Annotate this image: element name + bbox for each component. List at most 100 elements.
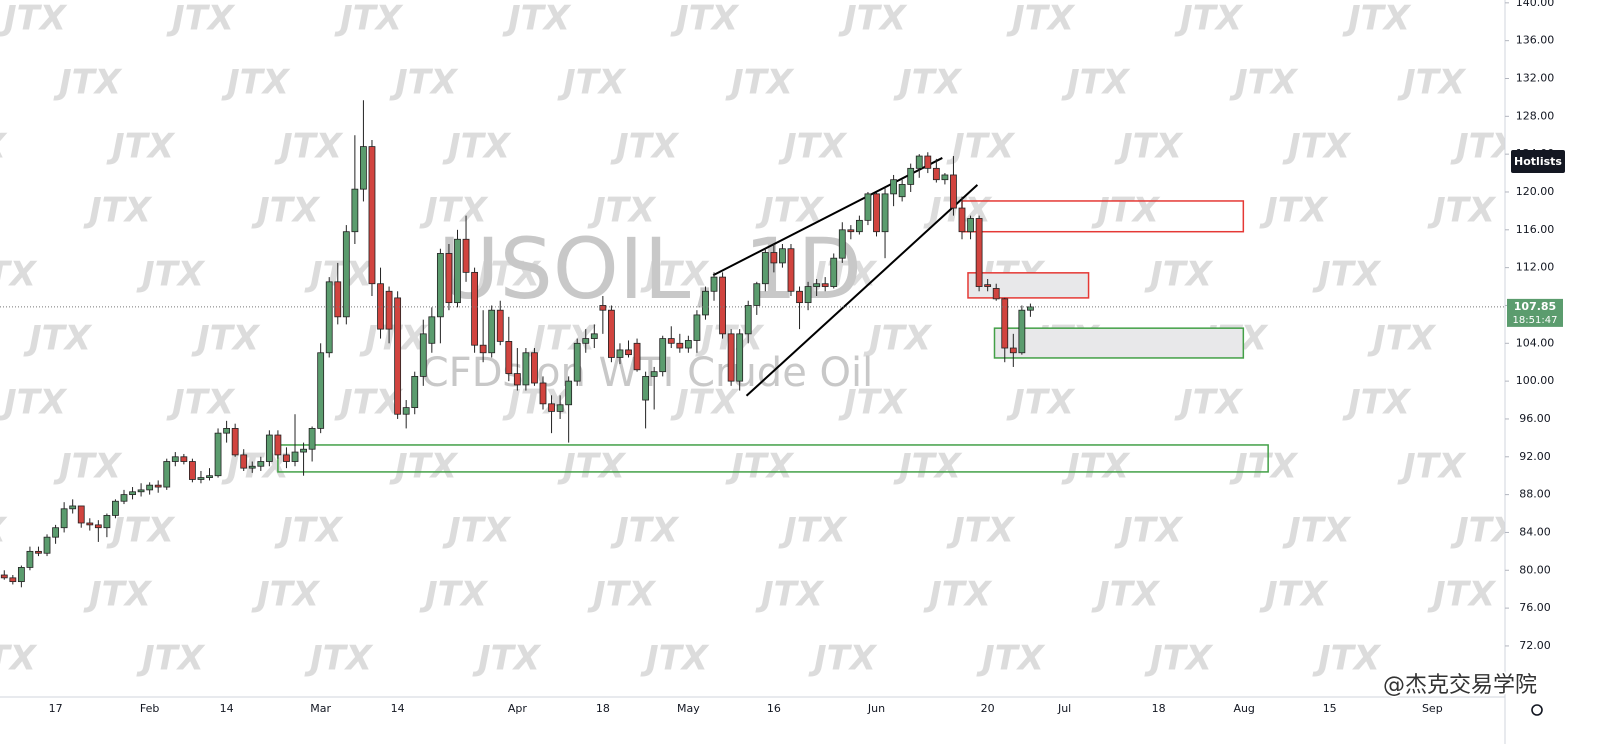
watermark: JTX	[274, 511, 344, 551]
candle-body	[385, 290, 393, 330]
candle-body	[950, 174, 957, 209]
watermark: JTX	[1259, 191, 1329, 231]
candle-body	[197, 477, 205, 480]
watermark: JTX	[1367, 319, 1437, 359]
trend-line	[712, 157, 943, 277]
candle-body	[496, 309, 504, 342]
watermark: JTX	[442, 511, 512, 551]
x-tick-label: 14	[391, 702, 405, 715]
candle-body	[163, 461, 171, 488]
candle-body	[471, 271, 478, 346]
y-tick-label: 84.00	[1519, 525, 1551, 538]
watermark: JTX	[808, 639, 878, 679]
candle-body	[171, 456, 179, 462]
candle-body	[180, 456, 188, 462]
candle-body	[112, 500, 119, 516]
candle-body	[684, 340, 692, 349]
watermark: JTX	[1114, 127, 1184, 167]
candle-body	[103, 515, 111, 529]
y-tick-label: 128.00	[1516, 109, 1555, 122]
candle-body	[1018, 309, 1026, 354]
candle-body	[35, 550, 42, 554]
watermark: JTX	[359, 319, 429, 359]
watermark: JTX	[1427, 191, 1497, 231]
trend-line	[745, 184, 979, 397]
candle-body	[377, 283, 384, 330]
candle-body	[231, 428, 239, 456]
y-tick-label: 120.00	[1516, 185, 1555, 198]
candle-body	[43, 536, 51, 554]
watermark: JTX	[587, 575, 657, 615]
candle-body	[505, 341, 513, 374]
settings-icon[interactable]	[1531, 704, 1543, 716]
y-tick-label: 140.00	[1516, 0, 1555, 9]
watermark: JTX	[1144, 639, 1214, 679]
axes: 72.00 76.00 80.00 84.00 88.00 92.00 96.00 100.0…	[49, 0, 1563, 715]
watermark: JTX	[610, 127, 680, 167]
candle-body	[120, 494, 128, 502]
candle-body	[189, 461, 196, 480]
candle-body	[325, 281, 333, 354]
watermark: JTX	[191, 319, 261, 359]
x-tick-label: May	[677, 702, 700, 715]
watermark: JTX	[1342, 0, 1412, 39]
candle-body	[419, 333, 427, 377]
countdown: 18:51:47	[1513, 315, 1558, 326]
candle-body	[317, 352, 325, 429]
watermark: JTX	[0, 511, 8, 551]
candle-body	[633, 342, 641, 371]
candle-body	[804, 286, 812, 304]
watermark: JTX	[83, 575, 153, 615]
candle-body	[761, 252, 769, 285]
y-tick-label: 104.00	[1516, 336, 1555, 349]
watermark: JTX	[0, 383, 68, 423]
candle-body	[693, 314, 701, 341]
watermark: JTX	[778, 127, 848, 167]
hotlists-button[interactable]	[1511, 150, 1565, 173]
watermark: JTX	[557, 447, 627, 487]
watermark: JTX	[1144, 255, 1214, 295]
watermark: JTX	[419, 575, 489, 615]
candle-body	[60, 508, 68, 529]
candle-body	[582, 338, 590, 344]
y-tick-label: 72.00	[1519, 639, 1551, 652]
watermark: JTX	[923, 575, 993, 615]
watermark: JTX	[0, 255, 38, 295]
watermark: JTX	[251, 191, 321, 231]
watermark: JTX	[53, 447, 123, 487]
y-tick-label: 96.00	[1519, 412, 1551, 425]
candle-body	[402, 407, 410, 415]
x-tick-label: Feb	[140, 702, 159, 715]
x-tick-label: 15	[1323, 702, 1337, 715]
candle-body	[984, 284, 992, 287]
candle-body	[864, 193, 872, 221]
candle-body	[436, 253, 444, 318]
y-tick-label: 100.00	[1516, 374, 1555, 387]
watermark: JTX	[946, 127, 1016, 167]
watermark: JTX	[389, 447, 459, 487]
watermark: JTX	[1282, 127, 1352, 167]
watermark: JTX	[23, 319, 93, 359]
watermark: JTX	[1282, 511, 1352, 551]
candle-body	[719, 276, 726, 335]
candle-body	[941, 174, 949, 181]
watermark: JTX	[976, 639, 1046, 679]
watermark: JTX	[166, 383, 236, 423]
watermark: JTX	[778, 511, 848, 551]
candle-body	[787, 248, 795, 292]
candle-body	[548, 403, 555, 412]
watermark: JTX	[1342, 383, 1412, 423]
watermark: JTX	[610, 511, 680, 551]
candle-body	[590, 333, 598, 339]
candle-body	[223, 428, 231, 434]
watermark: JTX	[389, 63, 459, 103]
hotlists-label[interactable]: Hotlists	[1514, 155, 1562, 168]
watermark: JTX	[106, 511, 176, 551]
watermark: JTX	[0, 0, 68, 39]
watermark: JTX	[755, 575, 825, 615]
x-tick-label: 14	[220, 702, 234, 715]
watermark: JTX	[1397, 447, 1467, 487]
watermark: JTX	[725, 63, 795, 103]
candle-body	[360, 146, 367, 190]
